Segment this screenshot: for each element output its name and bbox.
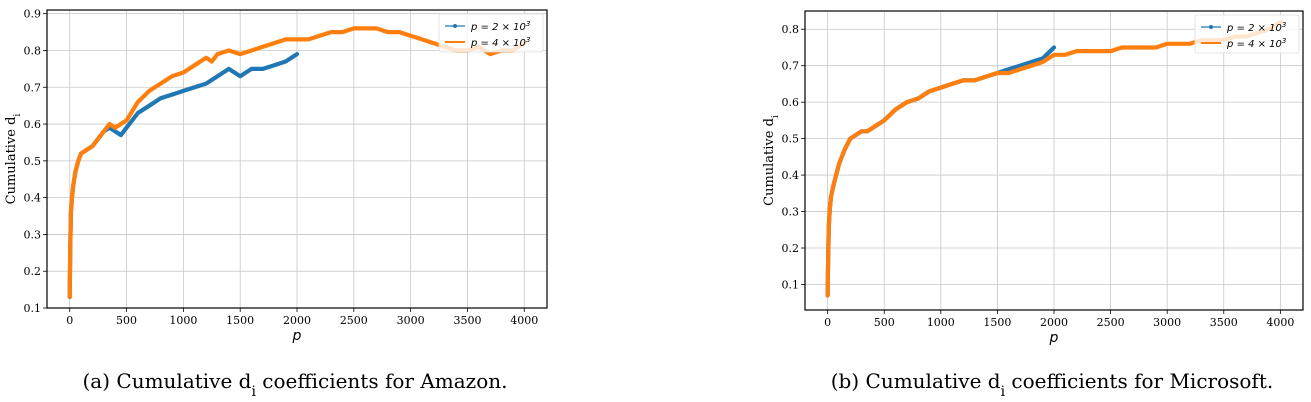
x-tick-label: 500 (874, 316, 895, 329)
y-tick-label: 0.8 (24, 44, 42, 57)
y-tick-label: 0.6 (782, 96, 800, 109)
series-point-2 (68, 210, 73, 215)
ticks: 0 500 1000 1500 2000 2500 3000 3500 4000 0.1 0.2 0.… (24, 8, 539, 327)
x-tick-label: 4000 (510, 314, 538, 327)
y-tick-label: 0.5 (24, 155, 42, 168)
legend-marker (1209, 25, 1213, 29)
series-point-2 (826, 253, 831, 258)
y-tick-label: 0.6 (24, 118, 42, 131)
series-group (67, 26, 527, 300)
x-tick-label: 1500 (983, 316, 1011, 329)
series-point-2 (829, 194, 834, 199)
ticks: 0 500 1000 1500 2000 2500 3000 3500 4000 0.1 0.2 0.… (782, 23, 1295, 329)
y-tick-label: 0.1 (24, 302, 42, 315)
series-point-2 (826, 224, 831, 229)
x-tick-label: 2000 (1040, 316, 1068, 329)
x-axis-label: p (292, 328, 302, 344)
legend-label-1: p = 2 × 103 (470, 20, 530, 33)
y-tick-label: 0.5 (782, 133, 800, 146)
y-axis-label: Cumulative di (4, 114, 23, 205)
chart-microsoft: 0 500 1000 1500 2000 2500 3000 3500 4000 0.1 0.2 0.… (762, 10, 1304, 400)
legend-marker (453, 24, 457, 28)
y-tick-label: 0.9 (24, 8, 42, 21)
x-tick-label: 3000 (397, 314, 425, 327)
series-point-2 (68, 243, 73, 248)
series-line-2 (67, 26, 527, 300)
x-axis-label: p (1049, 330, 1059, 346)
series-point-2 (827, 205, 832, 210)
x-tick-label: 0 (66, 314, 73, 327)
legend-label-1: p = 2 × 103 (1226, 21, 1286, 34)
x-tick-label: 1000 (927, 316, 955, 329)
grid (47, 10, 547, 309)
x-tick-label: 3500 (1210, 316, 1238, 329)
y-tick-label: 0.7 (782, 60, 800, 73)
y-tick-label: 0.7 (24, 81, 42, 94)
x-tick-label: 500 (116, 314, 137, 327)
legend: p = 2 × 103 p = 4 × 103 (1194, 14, 1300, 54)
x-tick-label: 3500 (453, 314, 481, 327)
x-tick-label: 2000 (283, 314, 311, 327)
chart-amazon: 0 500 1000 1500 2000 2500 3000 3500 4000 0.1 0.2 0.… (4, 8, 548, 400)
y-axis-label: Cumulative di (762, 115, 781, 206)
y-tick-label: 0.3 (24, 228, 42, 241)
legend-label-2: p = 4 × 103 (1226, 37, 1286, 50)
x-tick-label: 0 (824, 316, 831, 329)
series-point-2 (67, 294, 72, 299)
legend-label-2: p = 4 × 103 (470, 36, 530, 49)
y-tick-label: 0.2 (782, 242, 800, 255)
legend: p = 2 × 103 p = 4 × 103 (438, 13, 544, 53)
y-tick-label: 0.3 (782, 206, 800, 219)
y-tick-label: 0.8 (782, 23, 800, 36)
y-tick-label: 0.4 (782, 169, 800, 182)
x-tick-label: 4000 (1266, 316, 1294, 329)
series-point-2 (70, 195, 74, 200)
caption: (b) Cumulative di coefficients for Micro… (831, 369, 1273, 400)
series-line-2 (825, 19, 1283, 298)
x-tick-label: 1000 (169, 314, 197, 327)
x-tick-label: 3000 (1153, 316, 1181, 329)
y-tick-label: 0.2 (24, 265, 42, 278)
x-tick-label: 1500 (226, 314, 254, 327)
caption: (a) Cumulative di coefficients for Amazo… (83, 369, 508, 400)
y-tick-label: 0.1 (782, 278, 800, 291)
y-tick-label: 0.4 (24, 192, 42, 205)
x-tick-label: 2500 (340, 314, 368, 327)
series-group (825, 19, 1283, 298)
x-tick-label: 2500 (1097, 316, 1125, 329)
series-point-2 (825, 293, 830, 298)
grid (805, 11, 1303, 310)
series-point-2 (71, 184, 76, 189)
